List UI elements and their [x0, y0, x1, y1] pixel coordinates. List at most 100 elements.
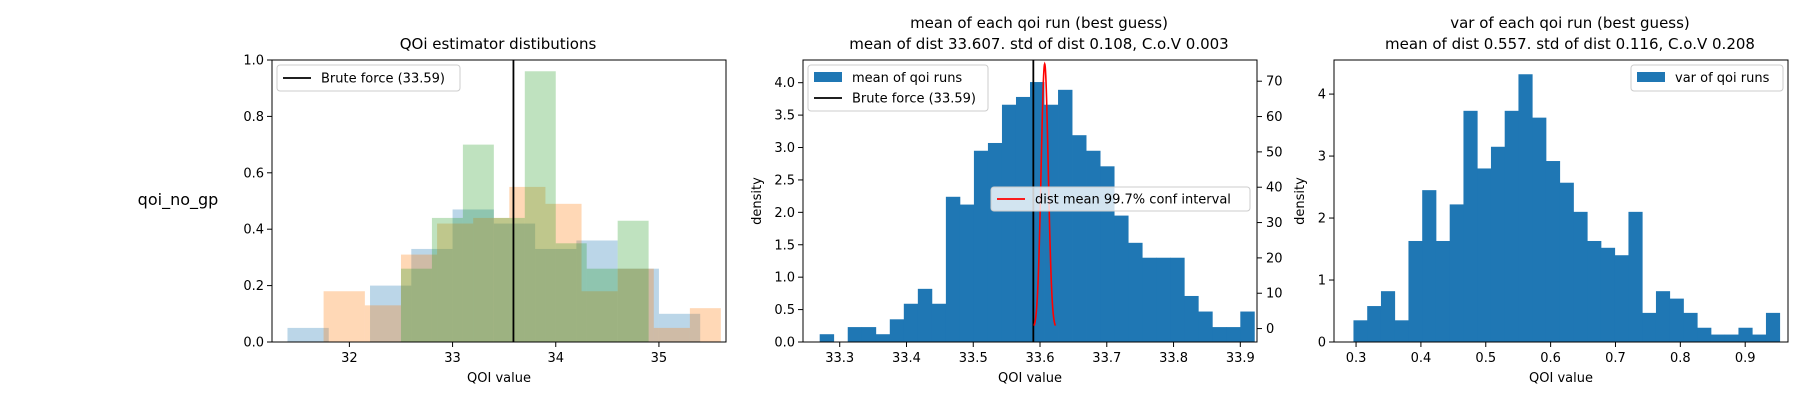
panel1-x-tick-label: 35	[651, 351, 668, 366]
panel2-y2-tick-label: 40	[1266, 181, 1283, 196]
panel1-x-tick-label: 34	[547, 351, 564, 366]
panel1-series2-bar	[509, 186, 546, 342]
panel2-y-tick-label: 1.5	[774, 238, 795, 253]
panel3-bar	[1724, 334, 1739, 342]
panel1-y-tick-label: 0.6	[243, 166, 264, 181]
panel3-bar	[1353, 320, 1368, 342]
panel2-x-tick-label: 33.5	[959, 351, 988, 366]
panel2-title-line2: mean of dist 33.607. std of dist 0.108, …	[849, 35, 1228, 53]
panel3-y-tick-label: 2	[1318, 212, 1326, 227]
panel1-series2-bar	[400, 254, 438, 342]
panel3-bar	[1367, 306, 1382, 342]
panel3-bar	[1477, 168, 1492, 342]
panel2-bar	[1044, 104, 1059, 342]
panel3-bar	[1628, 211, 1643, 342]
panel2-y-tick-label: 1.0	[774, 271, 795, 286]
panel2-bar	[1184, 295, 1199, 342]
panel2-legend-mean: mean of qoi runs	[852, 71, 962, 86]
panel1-series1-bar	[411, 248, 453, 342]
panel2-x-tick-label: 33.6	[1026, 351, 1055, 366]
panel1-series3-bar	[462, 144, 494, 342]
panel2-legend-brute-force: Brute force (33.59)	[852, 92, 976, 107]
panel1-series1-bar	[493, 223, 536, 342]
panel2-y-tick-label: 0.5	[774, 303, 795, 318]
panel2-bar	[987, 142, 1003, 342]
panel2-y2-tick-label: 30	[1266, 216, 1283, 231]
panel2-bar	[973, 150, 989, 342]
panel1-legend-brute-force: Brute force (33.59)	[321, 72, 445, 87]
panel2-y-tick-label: 2.0	[774, 206, 795, 221]
panel3-bar	[1504, 110, 1519, 342]
panel2-y-tick-label: 3.5	[774, 109, 795, 124]
panel2-bar	[903, 303, 919, 342]
panel1-series1-bar	[576, 240, 618, 342]
panel1-series1-bar	[287, 327, 329, 342]
panel2-bar	[889, 319, 905, 342]
panel1-x-tick-label: 33	[444, 351, 461, 366]
panel2-bar	[959, 204, 975, 342]
panel1-y-tick-label: 1.0	[243, 54, 264, 69]
panel3-bar	[1710, 334, 1726, 342]
panel3-x-tick-label: 0.3	[1346, 351, 1367, 366]
panel-mean-of-qoi-runs: mean of each qoi run (best guess) mean o…	[750, 14, 1283, 386]
panel2-bar	[819, 334, 835, 342]
panel3-bar	[1449, 204, 1464, 342]
panel-var-of-qoi-runs: var of each qoi run (best guess) mean of…	[1293, 14, 1789, 386]
panel2-bar	[917, 288, 933, 342]
panel2-bar	[945, 196, 961, 342]
panel2-bar	[1156, 257, 1171, 342]
panel2-bar	[1001, 104, 1017, 342]
panel3-bar	[1683, 312, 1698, 342]
panel3-legend: var of qoi runs	[1630, 64, 1784, 92]
panel1-series3-bar	[400, 268, 432, 342]
panel3-bar	[1545, 161, 1561, 342]
panel3-bar	[1587, 240, 1602, 342]
panel2-bar	[1114, 215, 1129, 342]
panel3-bar	[1614, 255, 1629, 342]
panel3-bar	[1532, 117, 1547, 342]
panel1-series1-bar	[658, 313, 701, 342]
panel-qoi-estimator-distributions: QOi estimator distibutions 32 33 34 35 0.0 0…	[243, 35, 727, 386]
panel1-y-tick-label: 0.0	[243, 336, 264, 351]
panel1-series2-bar	[323, 291, 365, 342]
panel3-frame	[1333, 59, 1789, 343]
panel1-series2-bar	[653, 327, 690, 342]
panel2-xlabel: QOI value	[998, 371, 1062, 386]
panel2-y-tick-label: 2.5	[774, 173, 795, 188]
panel2-title-line1: mean of each qoi run (best guess)	[910, 14, 1168, 32]
panel2-y2-tick-label: 60	[1266, 110, 1283, 125]
panel1-series2-bar	[581, 291, 618, 342]
panel1-series2-bar	[437, 223, 474, 342]
panel2-x-tick-label: 33.3	[825, 351, 854, 366]
panel2-y2-tick-label: 0	[1266, 322, 1274, 337]
panel3-bar	[1697, 327, 1712, 342]
panel2-bar	[1198, 311, 1213, 342]
panel2-x-tick-label: 33.7	[1092, 351, 1121, 366]
panel2-bar	[1086, 150, 1101, 342]
panel1-series1-bar	[452, 209, 494, 342]
panel2-x-tick-label: 33.8	[1159, 351, 1188, 366]
panel3-bar	[1380, 291, 1396, 342]
panel1-y-tick-label: 0.2	[243, 279, 264, 294]
panel3-x-tick-label: 0.5	[1475, 351, 1496, 366]
panel2-bar	[1212, 327, 1227, 342]
panel3-legend-var: var of qoi runs	[1675, 71, 1770, 86]
panel1-title: QOi estimator distibutions	[400, 35, 597, 53]
panel1-series3-bar	[617, 220, 649, 342]
panel1-series2-bar	[689, 308, 721, 342]
panel1-series2-bar	[364, 305, 401, 342]
panel3-bar	[1559, 182, 1574, 342]
panel3-bar	[1738, 327, 1753, 342]
panel3-bar	[1669, 298, 1684, 342]
panel3-x-tick-label: 0.8	[1670, 351, 1691, 366]
panel3-bar	[1752, 334, 1767, 342]
panel2-bar	[931, 303, 947, 342]
panel2-x-tick-label: 33.9	[1226, 351, 1255, 366]
panel1-series3-bar	[431, 217, 463, 342]
panel1-series3-bar	[493, 217, 525, 342]
panel2-bar	[1128, 242, 1143, 342]
panel3-x-tick-label: 0.4	[1411, 351, 1432, 366]
panel2-bar	[1142, 257, 1157, 342]
panel1-y-tick-label: 0.4	[243, 223, 264, 238]
